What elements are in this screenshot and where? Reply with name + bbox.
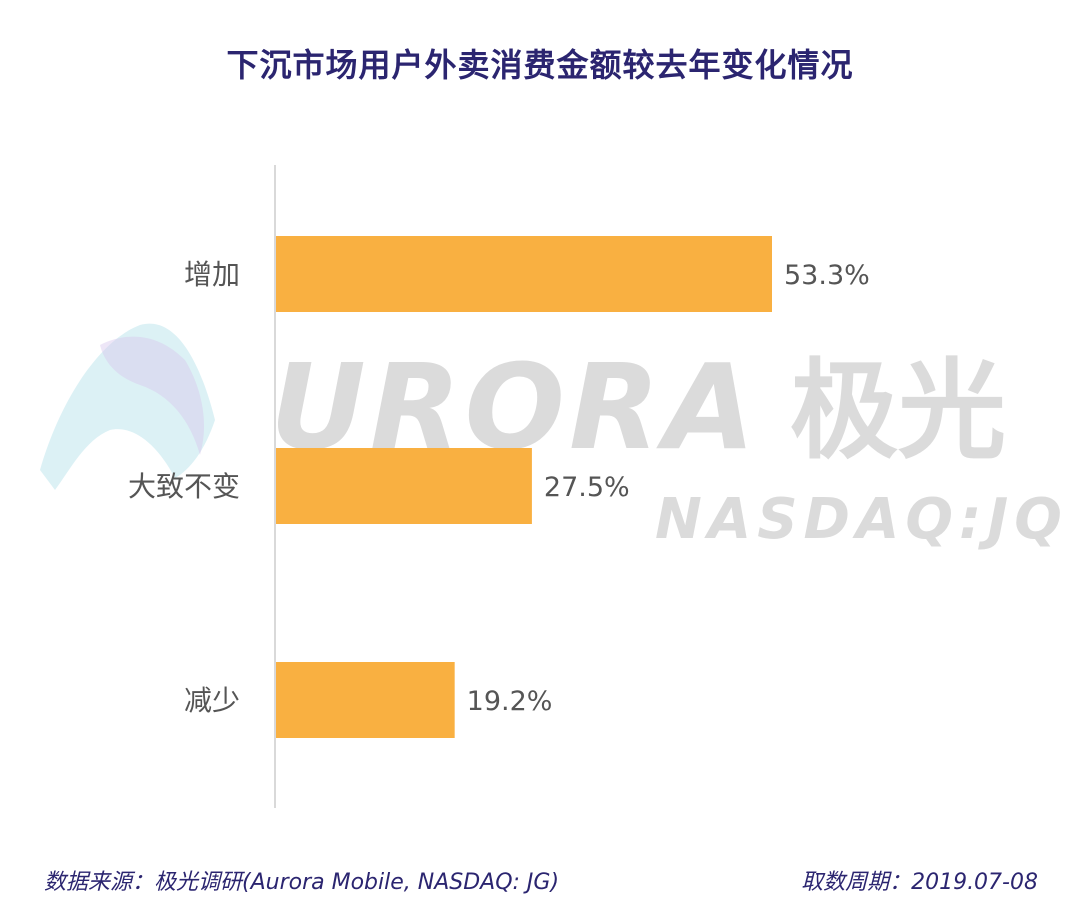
aurora-logo-shape-2 bbox=[100, 336, 205, 455]
category-label: 大致不变 bbox=[128, 470, 240, 503]
watermark-sub: NASDAQ:JQ bbox=[655, 487, 1068, 552]
bar-2 bbox=[276, 662, 455, 738]
watermark: URORA 极光 NASDAQ:JQ bbox=[40, 323, 1068, 552]
bar-0 bbox=[276, 236, 772, 312]
chart-title: 下沉市场用户外卖消费金额较去年变化情况 bbox=[226, 46, 854, 84]
category-label: 增加 bbox=[184, 258, 240, 291]
value-label: 53.3% bbox=[784, 260, 870, 291]
data-source: 数据来源：极光调研(Aurora Mobile, NASDAQ: JG) bbox=[44, 870, 560, 895]
data-period: 取数周期：2019.07-08 bbox=[801, 870, 1038, 895]
bars-group: 增加 53.3% 大致不变 27.5% 减少 19.2% bbox=[128, 236, 870, 738]
bar-1 bbox=[276, 448, 532, 524]
watermark-cn: 极光 bbox=[790, 349, 1006, 474]
value-label: 27.5% bbox=[544, 472, 630, 503]
value-label: 19.2% bbox=[467, 686, 553, 717]
aurora-logo-shape bbox=[40, 323, 215, 490]
category-label: 减少 bbox=[184, 684, 240, 717]
